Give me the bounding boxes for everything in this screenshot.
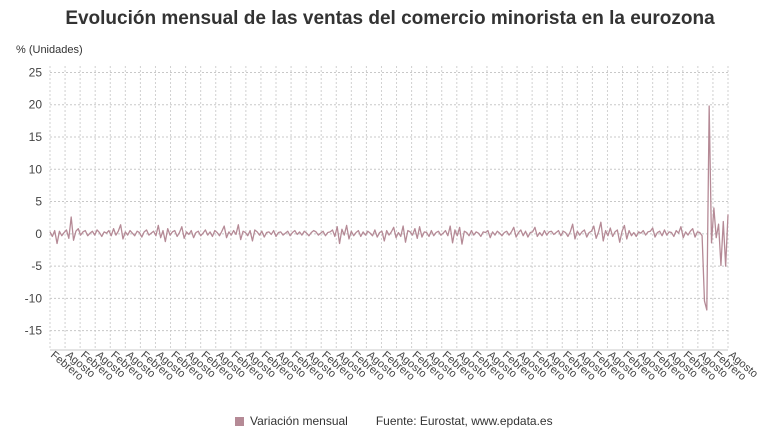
y-tick-label: 20 bbox=[29, 98, 43, 112]
horizontal-gridlines bbox=[50, 71, 728, 351]
x-axis-ticks: FebreroAgostoFebreroAgostoFebreroAgostoF… bbox=[48, 349, 760, 383]
vertical-gridlines bbox=[49, 66, 729, 350]
y-tick-label: 15 bbox=[29, 130, 43, 144]
legend: Variación mensual Fuente: Eurostat, www.… bbox=[235, 414, 553, 428]
chart-title: Evolución mensual de las ventas del come… bbox=[65, 8, 715, 29]
y-tick-label: 25 bbox=[29, 65, 43, 79]
y-tick-label: 0 bbox=[35, 227, 42, 241]
y-tick-label: 10 bbox=[29, 162, 43, 176]
y-axis-ticks: 25 20 15 10 5 0 -5 -10 -15 bbox=[25, 65, 43, 337]
source-text: Fuente: Eurostat, www.epdata.es bbox=[375, 414, 553, 428]
y-tick-label: -10 bbox=[25, 291, 43, 305]
legend-swatch bbox=[235, 416, 244, 426]
y-axis-unit-label: % (Unidades) bbox=[16, 44, 83, 56]
series-line-variacion-mensual bbox=[49, 105, 729, 311]
y-tick-label: -15 bbox=[25, 324, 43, 338]
y-tick-label: -5 bbox=[31, 259, 42, 273]
legend-series-label: Variación mensual bbox=[250, 414, 348, 428]
y-tick-label: 5 bbox=[35, 195, 42, 209]
